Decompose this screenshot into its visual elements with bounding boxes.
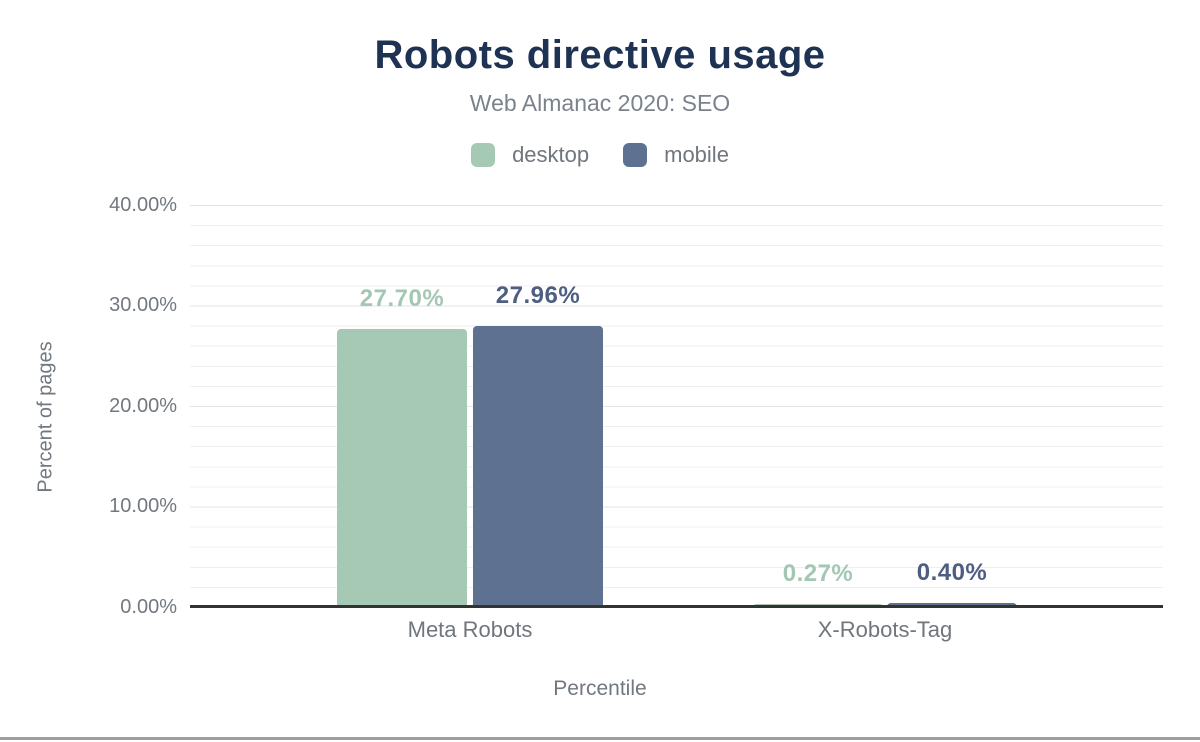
category-label-x-robots-tag: X-Robots-Tag — [817, 617, 953, 642]
y-axis-tick-10: 10.00% — [109, 495, 177, 517]
value-label-meta-robots-desktop: 27.70% — [359, 284, 445, 312]
legend-label-desktop: desktop — [512, 142, 590, 167]
x-axis-title: Percentile — [553, 677, 647, 700]
y-axis-tick-30: 30.00% — [109, 294, 177, 316]
x-axis-line — [190, 605, 1163, 608]
bottom-border — [0, 737, 1200, 740]
category-label-meta-robots: Meta Robots — [407, 617, 533, 642]
legend-label-mobile: mobile — [664, 142, 729, 167]
bar-meta-robots-desktop — [337, 328, 467, 607]
legend-item-mobile[interactable]: mobile — [623, 142, 729, 168]
y-axis-tick-20: 20.00% — [109, 395, 177, 417]
plot-area: 27.70% 27.96% 0.27% 0.40% — [190, 205, 1163, 607]
legend: desktop mobile — [0, 142, 1200, 168]
bar-meta-robots-mobile — [473, 326, 603, 607]
mobile-series-swatch — [623, 143, 648, 167]
desktop-series-swatch — [471, 143, 496, 167]
value-label-x-robots-tag-desktop: 0.27% — [782, 560, 854, 588]
chart-title: Robots directive usage — [374, 33, 826, 77]
y-axis-tick-0: 0.00% — [120, 596, 177, 618]
value-label-x-robots-tag-mobile: 0.40% — [916, 558, 988, 586]
value-label-meta-robots-mobile: 27.96% — [495, 282, 581, 310]
bar-x-robots-tag-mobile — [887, 602, 1017, 607]
legend-item-desktop[interactable]: desktop — [471, 142, 589, 168]
y-axis-tick-40: 40.00% — [109, 194, 177, 216]
chart-subtitle: Web Almanac 2020: SEO — [469, 90, 731, 116]
